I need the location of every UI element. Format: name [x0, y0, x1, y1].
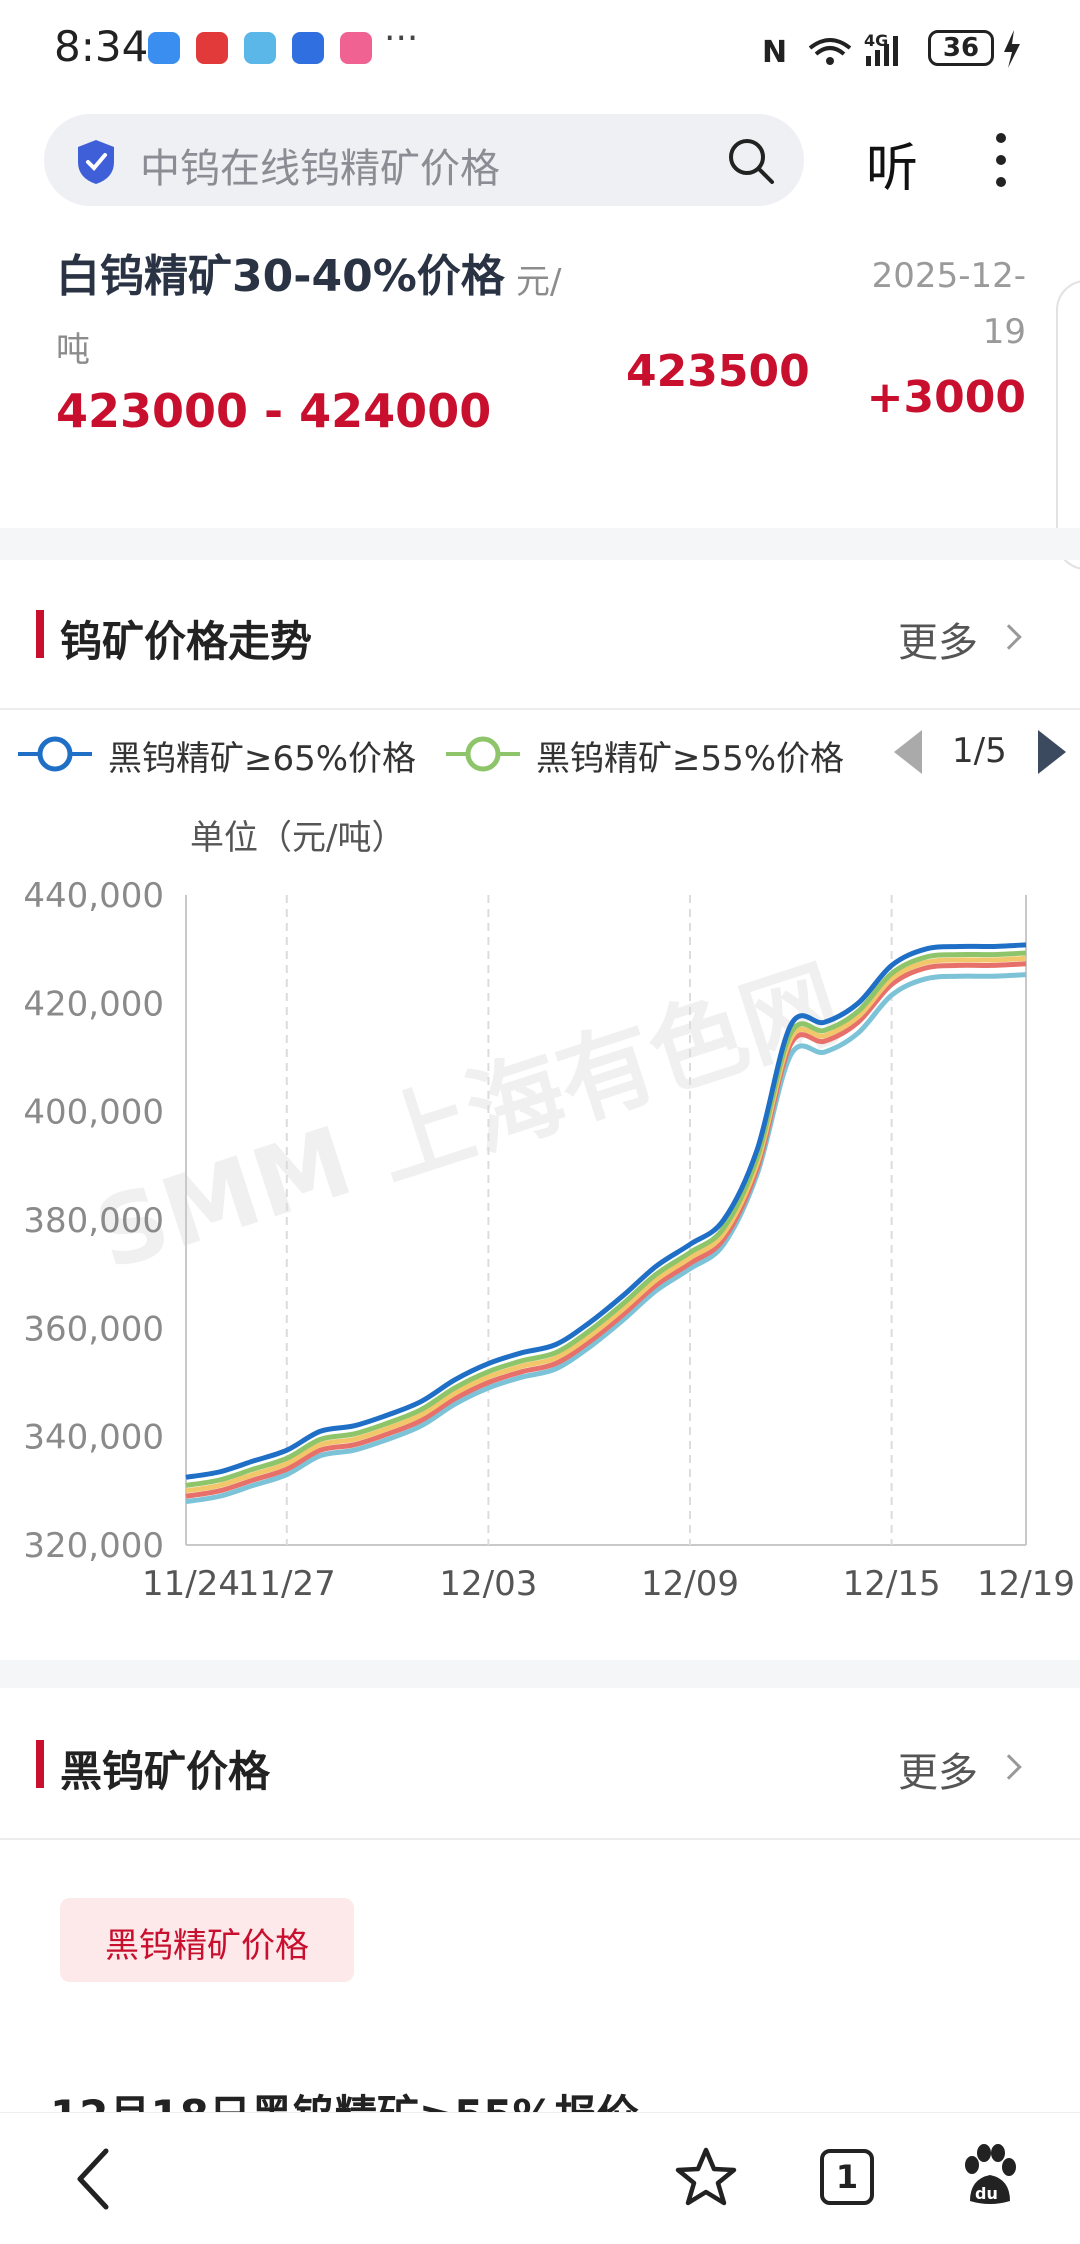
category-tag[interactable]: 黑钨精矿价格 [60, 1898, 354, 1982]
y-tick-label: 400,000 [23, 1093, 164, 1133]
legend-page-indicator: 1/5 [952, 731, 1007, 771]
section-gap [0, 528, 1080, 560]
search-bar[interactable]: 中钨在线钨精矿价格 [44, 114, 804, 206]
search-input[interactable]: 中钨在线钨精矿价格 [140, 146, 500, 192]
svg-text:du: du [975, 2184, 998, 2203]
y-tick-label: 340,000 [23, 1418, 164, 1458]
app-bulb-icon [292, 32, 324, 64]
back-icon[interactable] [72, 2147, 112, 2211]
legend-marker-65[interactable] [18, 734, 92, 774]
price-unit: 元/ [516, 262, 562, 302]
x-tick-label: 12/15 [843, 1564, 941, 1604]
divider [0, 1838, 1080, 1840]
y-tick-label: 320,000 [23, 1526, 164, 1566]
price-trend-chart[interactable]: SMM 上海有色网 440,000 420,000 400,000 380,000 36… [0, 860, 1080, 1610]
favorite-star-icon[interactable] [674, 2145, 738, 2209]
price-date-cont: 19 [982, 312, 1026, 352]
series-line-4 [185, 961, 1027, 1499]
legend-label-65[interactable]: 黑钨精矿≥65%价格 [108, 739, 417, 779]
x-tick-label: 12/09 [641, 1564, 739, 1604]
y-tick-label: 420,000 [23, 984, 164, 1024]
app-shield-icon [148, 32, 180, 64]
divider [0, 708, 1080, 710]
black-section-title: 黑钨矿价格 [60, 1747, 271, 1796]
category-tag-label[interactable]: 黑钨精矿价格 [105, 1926, 309, 1966]
price-date: 2025-12- [871, 256, 1026, 296]
section-gap [0, 1660, 1080, 1688]
app-bilibili-icon [340, 32, 372, 64]
x-tick-label: 11/27 [238, 1564, 336, 1604]
legend-label-55[interactable]: 黑钨精矿≥55%价格 [536, 739, 845, 779]
baidu-paw-icon[interactable]: du [958, 2143, 1018, 2209]
legend-prev-page-icon[interactable] [894, 730, 922, 774]
price-change: +3000 [866, 372, 1026, 423]
chart-grid [185, 895, 1027, 1546]
tab-count-button[interactable]: 1 [820, 2149, 874, 2205]
svg-text:N: N [762, 35, 787, 70]
legend-marker-55[interactable] [446, 734, 520, 774]
price-range: 423000 - 424000 [56, 384, 492, 438]
chevron-right-icon[interactable] [996, 1754, 1022, 1780]
status-time: 8:34 [54, 22, 149, 71]
listen-button[interactable]: 听 [866, 139, 919, 199]
search-icon[interactable] [726, 136, 776, 186]
series-line-1 [185, 942, 1027, 1480]
signal-icons: N 4G [762, 31, 898, 70]
x-tick-label: 12/19 [977, 1564, 1075, 1604]
series-line-2 [185, 950, 1027, 1488]
chart-series [185, 942, 1027, 1505]
x-tick-label: 12/03 [439, 1564, 537, 1604]
bottom-nav: 1 du [0, 2112, 1080, 2244]
y-tick-label: 440,000 [23, 876, 164, 916]
y-tick-label: 360,000 [23, 1309, 164, 1349]
price-average: 423500 [626, 346, 810, 397]
x-tick-label: 11/24 [142, 1564, 240, 1604]
legend-next-page-icon[interactable] [1038, 730, 1066, 774]
verified-shield-icon [78, 140, 114, 184]
chart-unit-label: 单位（元/吨） [190, 818, 406, 858]
svg-text:4G: 4G [864, 31, 888, 50]
section-accent [36, 610, 44, 658]
black-more-link[interactable]: 更多 [898, 1750, 978, 1796]
chevron-right-icon[interactable] [996, 624, 1022, 650]
trend-section-title: 钨矿价格走势 [60, 617, 313, 666]
price-unit-cont: 吨 [56, 330, 90, 370]
y-tick-label: 380,000 [23, 1201, 164, 1241]
charging-icon [1004, 30, 1020, 68]
status-more-icon: ··· [384, 18, 419, 59]
battery-indicator: 36 [928, 30, 994, 66]
app-flash-icon [196, 32, 228, 64]
more-menu-icon[interactable] [990, 130, 1012, 190]
series-line-5 [185, 972, 1027, 1505]
series-line-3 [185, 955, 1027, 1494]
price-title: 白钨精矿30-40%价格 [56, 251, 505, 302]
side-drawer-handle[interactable] [1056, 280, 1080, 570]
status-indicators: N 4G 36 [760, 26, 1060, 72]
watermark: SMM 上海有色网 [82, 946, 852, 1292]
section-accent [36, 1740, 44, 1788]
app-music-icon [244, 32, 276, 64]
y-axis-ticks: 440,000 420,000 400,000 380,000 360,000 340,0… [23, 876, 164, 1566]
trend-more-link[interactable]: 更多 [898, 620, 978, 666]
status-bar: 8:34 ··· N 4G 36 [0, 0, 1080, 100]
